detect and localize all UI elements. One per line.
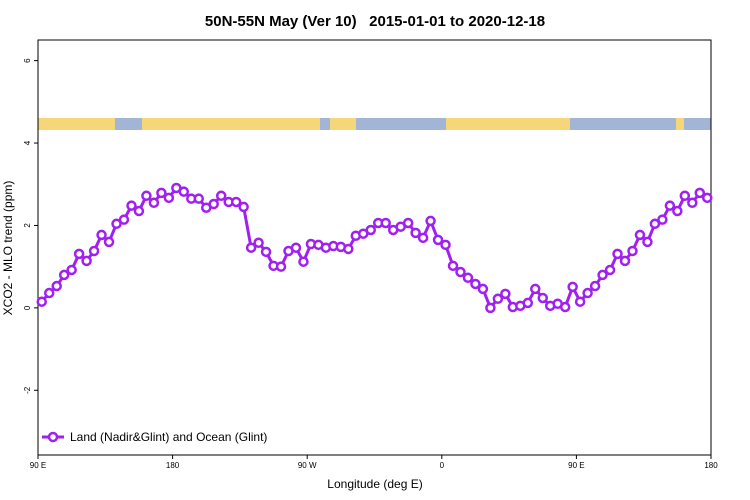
y-tick-label: 0 xyxy=(23,305,32,310)
data-point xyxy=(380,217,391,229)
data-point xyxy=(679,190,691,202)
y-tick-label: 2 xyxy=(23,223,32,228)
x-tick-label: 180 xyxy=(704,461,718,470)
data-point xyxy=(298,256,309,267)
data-point xyxy=(642,236,653,248)
series-line xyxy=(40,186,709,311)
data-point xyxy=(470,278,481,290)
data-point xyxy=(649,218,661,230)
data-point xyxy=(51,280,62,292)
data-point xyxy=(537,292,548,304)
data-point xyxy=(574,296,586,307)
data-point xyxy=(103,236,115,248)
data-point xyxy=(477,283,489,295)
data-point xyxy=(96,229,107,241)
data-point xyxy=(402,217,414,229)
data-point xyxy=(275,261,287,272)
data-point xyxy=(619,255,631,267)
data-point xyxy=(133,205,145,217)
data-point xyxy=(455,266,466,278)
legend-label: Land (Nadir&Glint) and Ocean (Glint) xyxy=(70,430,267,444)
data-point xyxy=(417,232,429,244)
x-tick-label: 90 W xyxy=(298,461,317,470)
data-point xyxy=(343,243,354,255)
y-axis-label: XCO2 - MLO trend (ppm) xyxy=(1,181,15,316)
data-point xyxy=(485,302,496,314)
chart-title: 50N-55N May (Ver 10) 2015-01-01 to 2020-… xyxy=(205,13,545,30)
data-point xyxy=(290,242,302,253)
legend-marker xyxy=(47,431,59,443)
data-point xyxy=(672,205,683,217)
data-point xyxy=(604,264,616,276)
data-point xyxy=(178,186,190,197)
data-point xyxy=(148,197,160,209)
data-point xyxy=(694,187,706,199)
data-point xyxy=(432,234,444,246)
data-point xyxy=(43,287,55,299)
data-point xyxy=(589,280,601,292)
data-point xyxy=(567,281,578,293)
data-point xyxy=(582,287,593,299)
data-point xyxy=(126,200,137,211)
x-tick-label: 0 xyxy=(440,461,445,470)
data-point xyxy=(627,245,638,257)
data-point xyxy=(58,269,70,281)
data-point xyxy=(702,192,713,204)
data-point xyxy=(245,242,257,253)
data-point xyxy=(73,248,85,260)
land-ocean-band xyxy=(38,118,711,130)
data-point xyxy=(634,229,646,241)
x-tick-label: 90 E xyxy=(568,461,584,470)
data-point xyxy=(81,255,92,267)
plot-frame xyxy=(37,39,712,456)
data-point xyxy=(118,214,130,225)
data-point xyxy=(365,224,377,236)
y-tick-label: -2 xyxy=(23,386,32,394)
data-point xyxy=(687,197,698,209)
y-tick-label: 4 xyxy=(23,140,32,145)
data-point xyxy=(462,272,474,284)
data-point xyxy=(208,198,219,210)
data-point xyxy=(215,190,227,202)
data-point xyxy=(238,201,249,213)
data-point xyxy=(447,260,459,272)
data-point xyxy=(440,239,451,251)
data-point xyxy=(156,187,167,199)
data-point xyxy=(253,237,264,249)
data-point xyxy=(530,283,541,295)
x-tick-label: 180 xyxy=(166,461,180,470)
data-point xyxy=(597,269,608,281)
data-point xyxy=(141,190,152,202)
x-tick-label: 90 E xyxy=(30,461,46,470)
data-point xyxy=(492,293,504,305)
data-point xyxy=(193,193,205,204)
x-axis-label: Longitude (deg E) xyxy=(327,477,422,491)
data-point xyxy=(66,264,77,276)
data-point xyxy=(664,200,676,211)
data-point xyxy=(230,196,242,208)
data-point xyxy=(163,192,175,204)
data-point xyxy=(522,297,534,309)
data-point xyxy=(425,215,436,227)
data-point xyxy=(36,296,47,307)
data-point xyxy=(260,246,272,258)
data-point xyxy=(88,245,100,257)
data-point xyxy=(612,248,623,260)
data-point xyxy=(657,214,668,225)
data-point xyxy=(410,227,421,239)
data-point xyxy=(559,301,571,313)
data-point xyxy=(111,218,122,230)
y-tick-label: 6 xyxy=(23,58,32,63)
data-point xyxy=(500,288,511,300)
